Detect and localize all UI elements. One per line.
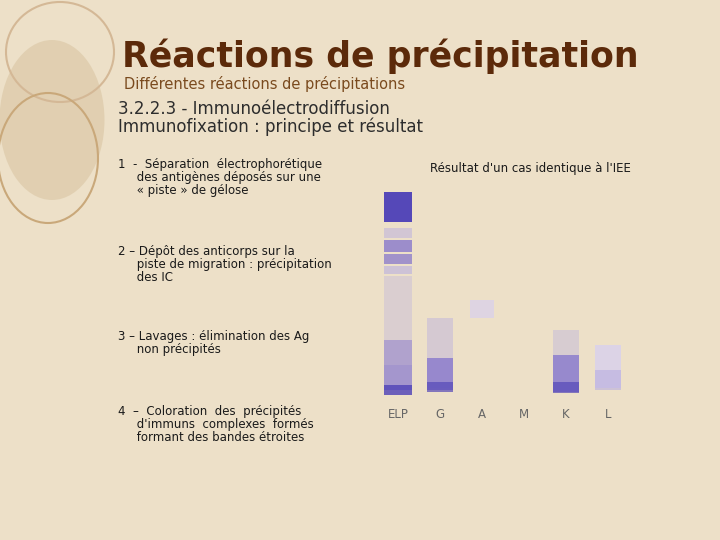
Text: L: L [605, 408, 611, 421]
Bar [553, 355, 579, 392]
Bar [384, 240, 412, 252]
Text: piste de migration : précipitation: piste de migration : précipitation [118, 258, 332, 271]
Text: des IC: des IC [118, 271, 173, 284]
Bar [384, 340, 412, 365]
Text: 2 – Dépôt des anticorps sur la: 2 – Dépôt des anticorps sur la [118, 245, 294, 258]
Text: Immunofixation : principe et résultat: Immunofixation : principe et résultat [118, 118, 423, 137]
Bar [384, 276, 412, 390]
Bar [553, 382, 579, 393]
Text: « piste » de gélose: « piste » de gélose [118, 184, 248, 197]
Bar [384, 365, 412, 390]
Bar [427, 382, 453, 392]
Bar [553, 330, 579, 390]
Text: non précipités: non précipités [118, 343, 221, 356]
Text: des antigènes déposés sur une: des antigènes déposés sur une [118, 171, 321, 184]
Bar [384, 254, 412, 264]
Text: Réactions de précipitation: Réactions de précipitation [122, 38, 639, 73]
Text: ELP: ELP [387, 408, 408, 421]
Text: d'immuns  complexes  formés: d'immuns complexes formés [118, 418, 314, 431]
Bar [384, 385, 412, 395]
Bar [384, 192, 412, 222]
Text: 3.2.2.3 - Immunoélectrodiffusion: 3.2.2.3 - Immunoélectrodiffusion [118, 100, 390, 118]
Text: 4  –  Coloration  des  précipités: 4 – Coloration des précipités [118, 405, 302, 418]
Bar [427, 358, 453, 390]
Ellipse shape [0, 40, 104, 200]
Bar [427, 318, 453, 388]
Text: A: A [478, 408, 486, 421]
Text: Différentes réactions de précipitations: Différentes réactions de précipitations [124, 76, 405, 92]
Text: M: M [519, 408, 529, 421]
Bar [470, 300, 494, 318]
Text: 3 – Lavages : élimination des Ag: 3 – Lavages : élimination des Ag [118, 330, 310, 343]
Bar [595, 345, 621, 388]
Bar [384, 228, 412, 238]
Text: 1  -  Séparation  électrophorétique: 1 - Séparation électrophorétique [118, 158, 322, 171]
Text: formant des bandes étroites: formant des bandes étroites [118, 431, 305, 444]
Text: Résultat d'un cas identique à l'IEE: Résultat d'un cas identique à l'IEE [430, 162, 631, 175]
Bar [384, 266, 412, 274]
Text: G: G [436, 408, 444, 421]
Text: K: K [562, 408, 570, 421]
Bar [595, 370, 621, 390]
